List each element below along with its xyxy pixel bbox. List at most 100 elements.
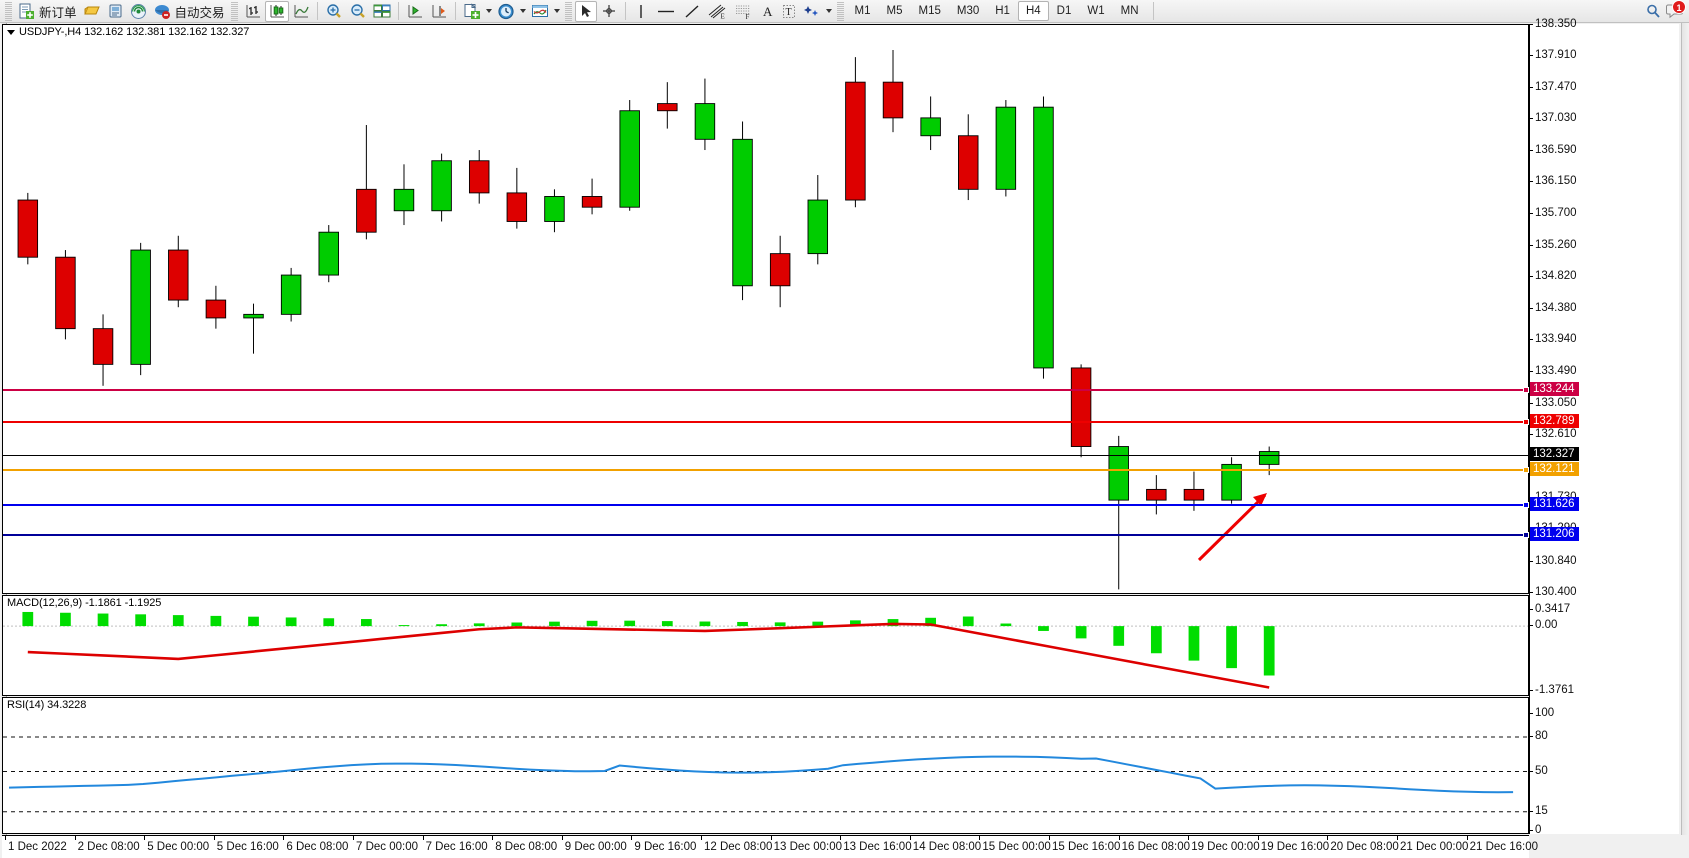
vline-icon[interactable] xyxy=(630,1,652,22)
shapes-caret-icon[interactable] xyxy=(825,9,832,13)
new-chart-icon[interactable] xyxy=(460,1,484,22)
new-order-button[interactable] xyxy=(15,1,38,22)
indicators-icon[interactable] xyxy=(528,1,552,22)
zoom-in-icon[interactable] xyxy=(322,1,346,22)
price-axis[interactable]: 138.350 137.910 137.470 137.030 136.590 136.1… xyxy=(1529,18,1679,836)
toolbar-grip-3[interactable] xyxy=(564,1,572,21)
price-axis-label: 138.350 xyxy=(1535,18,1577,30)
macd-pane[interactable]: MACD(12,26,9) -1.1861 -1.1925 xyxy=(2,595,1529,696)
toolbar-grip[interactable] xyxy=(5,1,12,21)
axis-tick xyxy=(1529,770,1533,772)
tile-windows-icon[interactable] xyxy=(370,1,394,22)
timeframe-h1[interactable]: H1 xyxy=(995,5,1010,17)
timeframe-h4[interactable]: H4 xyxy=(1017,1,1049,21)
text-icon[interactable]: A xyxy=(756,1,778,22)
timeframe-m5[interactable]: M5 xyxy=(886,5,903,17)
alerts-balloon-icon[interactable]: 1 xyxy=(1665,0,1686,21)
svg-text:A: A xyxy=(763,4,773,19)
broadcast-icon[interactable] xyxy=(127,1,150,22)
time-tick xyxy=(5,836,6,840)
price-line-resistance-2[interactable] xyxy=(3,386,1529,393)
time-axis-label: 19 Dec 16:00 xyxy=(1260,841,1330,853)
period-caret-icon[interactable] xyxy=(519,9,526,13)
price-axis-label: 133.490 xyxy=(1535,365,1577,378)
time-tick xyxy=(74,836,76,840)
hline-icon[interactable] xyxy=(652,1,680,22)
indicators-caret-icon[interactable] xyxy=(553,9,560,13)
main-toolbar: 新订单 xyxy=(0,0,1689,23)
price-axis-line xyxy=(1529,24,1530,834)
axis-tick xyxy=(1529,736,1533,737)
price-line-handle[interactable] xyxy=(1523,467,1529,474)
price-axis-label: 130.400 xyxy=(1535,586,1577,598)
time-axis-label: 13 Dec 00:00 xyxy=(773,841,843,853)
svg-text:T: T xyxy=(785,7,791,18)
trendline-icon[interactable] xyxy=(680,1,704,22)
collapse-triangle-icon[interactable] xyxy=(7,29,15,35)
bar-chart-icon[interactable] xyxy=(241,1,265,22)
time-axis-label: 21 Dec 00:00 xyxy=(1400,841,1469,853)
time-tick xyxy=(422,836,424,840)
alerts-count: 1 xyxy=(1672,0,1686,14)
timeframe-d1[interactable]: D1 xyxy=(1056,5,1072,17)
timeframe-w1[interactable]: W1 xyxy=(1087,5,1105,17)
time-tick xyxy=(840,836,842,840)
chart-right-scrollbar[interactable] xyxy=(1681,23,1689,835)
price-pane[interactable]: USDJPY-,H4 132.162 132.381 132.162 132.3… xyxy=(2,24,1529,594)
time-axis-label: 9 Dec 16:00 xyxy=(634,841,697,853)
price-axis-label: 137.910 xyxy=(1535,49,1577,62)
shapes-icon[interactable] xyxy=(800,1,824,22)
chart-panes: USDJPY-,H4 132.162 132.381 132.162 132.3… xyxy=(2,23,1685,835)
print-icon[interactable] xyxy=(104,1,127,22)
time-axis-label: 2 Dec 08:00 xyxy=(77,841,140,853)
rsi-axis-label-100: 100 xyxy=(1535,707,1555,719)
price-tick xyxy=(1529,55,1533,57)
price-line-support-1[interactable] xyxy=(3,502,1529,509)
text-label-icon[interactable]: T xyxy=(778,1,800,22)
time-axis-label: 19 Dec 00:00 xyxy=(1191,841,1260,853)
price-line-handle[interactable] xyxy=(1523,386,1529,393)
axis-tick xyxy=(1529,625,1533,627)
period-clock-icon[interactable] xyxy=(494,1,518,22)
time-tick xyxy=(1188,836,1190,840)
timeframe-m30[interactable]: M30 xyxy=(956,5,980,17)
search-icon[interactable] xyxy=(1642,1,1665,22)
price-line-support-2[interactable] xyxy=(3,532,1529,539)
price-line-current-price[interactable] xyxy=(3,455,1528,457)
macd-signal-line xyxy=(27,622,1270,689)
time-axis-label: 5 Dec 00:00 xyxy=(147,841,210,853)
crosshair-icon[interactable] xyxy=(597,1,621,22)
price-axis-label: 132.610 xyxy=(1535,428,1577,441)
line-chart-icon[interactable] xyxy=(289,1,313,22)
price-line-pivot[interactable] xyxy=(3,467,1529,474)
price-line-handle[interactable] xyxy=(1523,419,1529,426)
price-tick xyxy=(1529,434,1533,436)
equidistant-channel-icon[interactable]: E xyxy=(704,1,730,22)
toolbar-grip-4[interactable] xyxy=(836,1,844,21)
price-line-handle[interactable] xyxy=(1523,502,1529,509)
shift-end-icon[interactable] xyxy=(427,1,451,22)
time-axis[interactable]: 1 Dec 2022 2 Dec 08:00 5 Dec 00:00 5 Dec 16… xyxy=(2,835,1538,858)
zoom-out-icon[interactable] xyxy=(346,1,370,22)
fibonacci-icon[interactable]: F xyxy=(730,1,756,22)
timeframe-m1[interactable]: M1 xyxy=(854,5,871,17)
candlestick-chart-icon[interactable] xyxy=(264,0,289,22)
profile-icon[interactable] xyxy=(80,1,104,22)
price-axis-label: 135.700 xyxy=(1535,207,1577,220)
expert-advisor-icon[interactable] xyxy=(150,1,174,22)
price-line-resistance-1[interactable] xyxy=(3,419,1529,426)
rsi-axis-label-80: 80 xyxy=(1535,730,1548,742)
price-line-handle[interactable] xyxy=(1523,532,1529,539)
price-tick xyxy=(1529,181,1533,183)
shift-start-icon[interactable] xyxy=(403,1,427,22)
cursor-icon[interactable] xyxy=(574,0,597,22)
toolbar-grip-2[interactable] xyxy=(230,1,238,21)
new-chart-caret-icon[interactable] xyxy=(485,9,492,13)
auto-trading-label: 自动交易 xyxy=(174,4,225,20)
rsi-pane[interactable]: RSI(14) 34.3228 xyxy=(2,697,1529,834)
rsi-axis-label-15: 15 xyxy=(1535,804,1548,817)
time-tick xyxy=(353,836,354,840)
price-tag-support-2: 131.206 xyxy=(1530,527,1579,542)
timeframe-m15[interactable]: M15 xyxy=(918,5,941,17)
timeframe-mn[interactable]: MN xyxy=(1120,5,1139,17)
